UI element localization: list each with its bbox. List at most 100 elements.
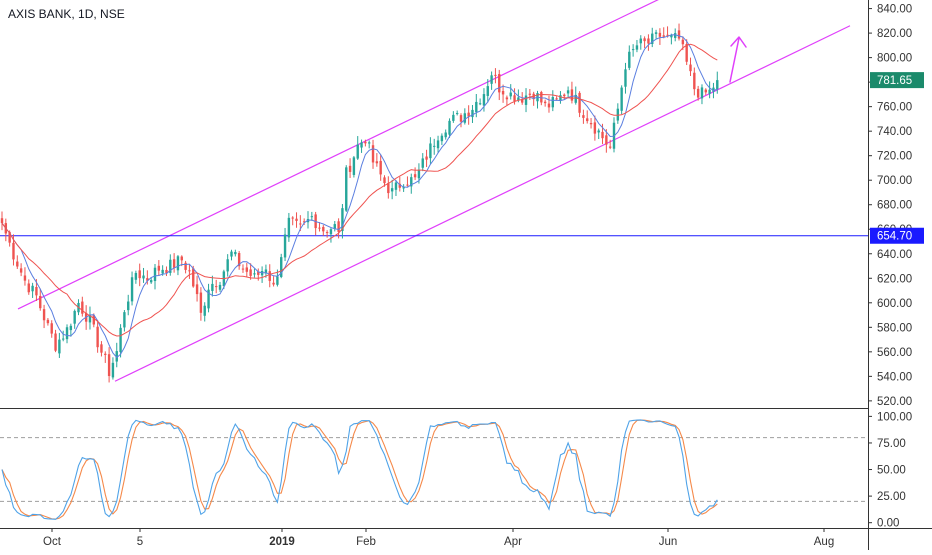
candle <box>207 283 210 313</box>
candle <box>455 110 459 116</box>
candle <box>521 92 524 105</box>
candle-body <box>662 35 665 37</box>
candle <box>314 211 317 236</box>
price-tick-label: 580.00 <box>877 322 912 334</box>
time-tick-label: Apr <box>504 536 522 548</box>
candle-body <box>0 218 4 224</box>
candle <box>352 155 356 178</box>
time-tick-label: Feb <box>356 536 376 548</box>
candle-body <box>149 280 153 283</box>
candle-body <box>654 32 658 34</box>
candle-body <box>54 333 57 351</box>
price-tick-label: 740.00 <box>877 126 912 138</box>
candle-body <box>165 269 168 274</box>
candle <box>211 275 214 297</box>
candle-body <box>566 90 570 94</box>
candle <box>46 318 50 326</box>
candle <box>685 39 688 66</box>
candle-body <box>551 97 554 108</box>
candle <box>390 179 394 200</box>
candle-body <box>245 267 248 272</box>
candle <box>176 255 180 276</box>
chart-title: AXIS BANK, 1D, NSE <box>8 7 125 21</box>
candle-body <box>459 115 463 122</box>
candle <box>368 140 371 149</box>
candle <box>708 81 711 99</box>
candle <box>620 85 623 115</box>
candle-body <box>35 286 38 296</box>
overlay-lines-layer <box>0 0 868 382</box>
candle-body <box>364 141 367 144</box>
candle <box>566 86 570 98</box>
candle <box>237 250 241 270</box>
candle-body <box>115 351 118 362</box>
candle-body <box>421 158 424 168</box>
candle-body <box>215 286 218 288</box>
ma-fast-line <box>1 34 718 359</box>
candle-body <box>31 285 34 292</box>
candle-body <box>130 277 134 302</box>
candle-body <box>237 253 241 267</box>
candle-body <box>586 118 589 122</box>
candle-body <box>563 94 566 97</box>
candle <box>570 81 574 104</box>
candle <box>62 330 65 342</box>
candle-body <box>272 282 275 285</box>
candle <box>700 84 704 105</box>
candle-body <box>383 177 386 184</box>
candle-body <box>161 269 164 274</box>
candle-body <box>302 221 306 223</box>
price-tick-label: 840.00 <box>877 4 912 16</box>
candle-body <box>119 327 122 353</box>
candle <box>597 128 600 140</box>
price-tick-label: 700.00 <box>877 175 912 187</box>
candle-body <box>509 92 512 97</box>
candle <box>628 45 631 71</box>
price-tick-label: 520.00 <box>877 396 912 408</box>
candle <box>249 263 252 280</box>
candle-body <box>172 259 176 268</box>
candle-body <box>482 94 486 106</box>
candle <box>169 254 172 276</box>
candle <box>348 158 352 178</box>
candle-body <box>100 344 103 353</box>
candle <box>333 221 336 232</box>
candle-body <box>253 273 256 275</box>
candle-body <box>375 161 379 164</box>
candle <box>234 249 237 257</box>
candle-body <box>329 229 333 235</box>
channel-lower-line[interactable] <box>114 25 851 382</box>
price-tick-label: 800.00 <box>877 53 912 65</box>
candle <box>662 27 665 39</box>
candle <box>582 109 585 124</box>
candle-body <box>138 270 141 279</box>
candle <box>165 266 168 277</box>
channel-upper-line[interactable] <box>17 0 660 310</box>
candle-body <box>348 165 352 172</box>
candle <box>230 249 233 261</box>
candle <box>287 212 291 242</box>
candle <box>257 268 260 281</box>
candle-body <box>146 278 149 281</box>
candle <box>111 357 115 380</box>
candle <box>444 129 447 140</box>
candle-body <box>582 115 585 118</box>
price-tick-label: 640.00 <box>877 249 912 261</box>
candle <box>65 324 69 344</box>
candle <box>429 137 432 164</box>
candle <box>440 133 444 146</box>
candle-body <box>681 39 685 45</box>
candle-body <box>658 32 662 37</box>
candle <box>486 79 489 103</box>
candle-body <box>280 257 283 277</box>
candle <box>337 218 340 239</box>
candle <box>494 68 497 84</box>
candle <box>467 105 470 125</box>
candle <box>524 88 528 113</box>
candle <box>501 84 505 103</box>
candle <box>69 323 73 337</box>
candle <box>88 306 92 330</box>
candle <box>658 28 662 45</box>
